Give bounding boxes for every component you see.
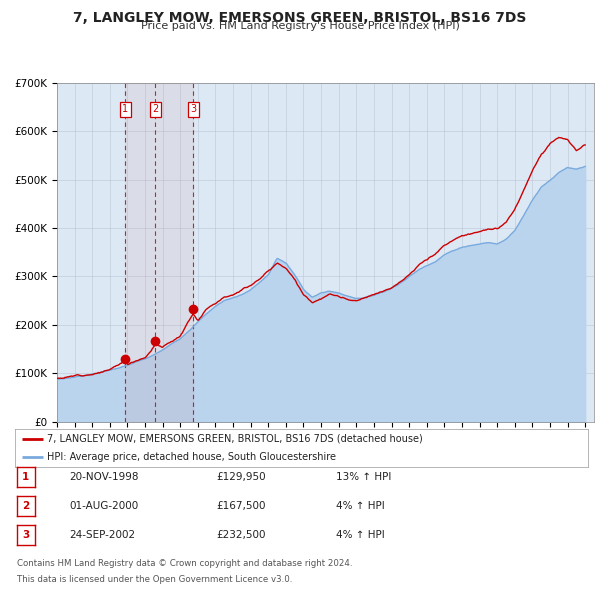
Text: £129,950: £129,950 bbox=[216, 472, 266, 481]
Text: 2: 2 bbox=[22, 501, 29, 510]
Text: 1: 1 bbox=[22, 472, 29, 481]
Text: This data is licensed under the Open Government Licence v3.0.: This data is licensed under the Open Gov… bbox=[17, 575, 292, 584]
Text: 24-SEP-2002: 24-SEP-2002 bbox=[69, 530, 135, 539]
Text: 1: 1 bbox=[122, 104, 128, 114]
Text: 13% ↑ HPI: 13% ↑ HPI bbox=[336, 472, 391, 481]
Text: 3: 3 bbox=[22, 530, 29, 539]
Text: £167,500: £167,500 bbox=[216, 501, 265, 510]
Text: £232,500: £232,500 bbox=[216, 530, 265, 539]
Bar bbox=[125, 83, 193, 422]
Text: 7, LANGLEY MOW, EMERSONS GREEN, BRISTOL, BS16 7DS: 7, LANGLEY MOW, EMERSONS GREEN, BRISTOL,… bbox=[73, 11, 527, 25]
Text: Price paid vs. HM Land Registry's House Price Index (HPI): Price paid vs. HM Land Registry's House … bbox=[140, 21, 460, 31]
Text: Contains HM Land Registry data © Crown copyright and database right 2024.: Contains HM Land Registry data © Crown c… bbox=[17, 559, 352, 568]
Text: 2: 2 bbox=[152, 104, 158, 114]
Text: 4% ↑ HPI: 4% ↑ HPI bbox=[336, 501, 385, 510]
Text: 4% ↑ HPI: 4% ↑ HPI bbox=[336, 530, 385, 539]
Text: 01-AUG-2000: 01-AUG-2000 bbox=[69, 501, 138, 510]
Text: HPI: Average price, detached house, South Gloucestershire: HPI: Average price, detached house, Sout… bbox=[47, 451, 335, 461]
Text: 20-NOV-1998: 20-NOV-1998 bbox=[69, 472, 139, 481]
Text: 7, LANGLEY MOW, EMERSONS GREEN, BRISTOL, BS16 7DS (detached house): 7, LANGLEY MOW, EMERSONS GREEN, BRISTOL,… bbox=[47, 434, 422, 444]
Text: 3: 3 bbox=[190, 104, 196, 114]
